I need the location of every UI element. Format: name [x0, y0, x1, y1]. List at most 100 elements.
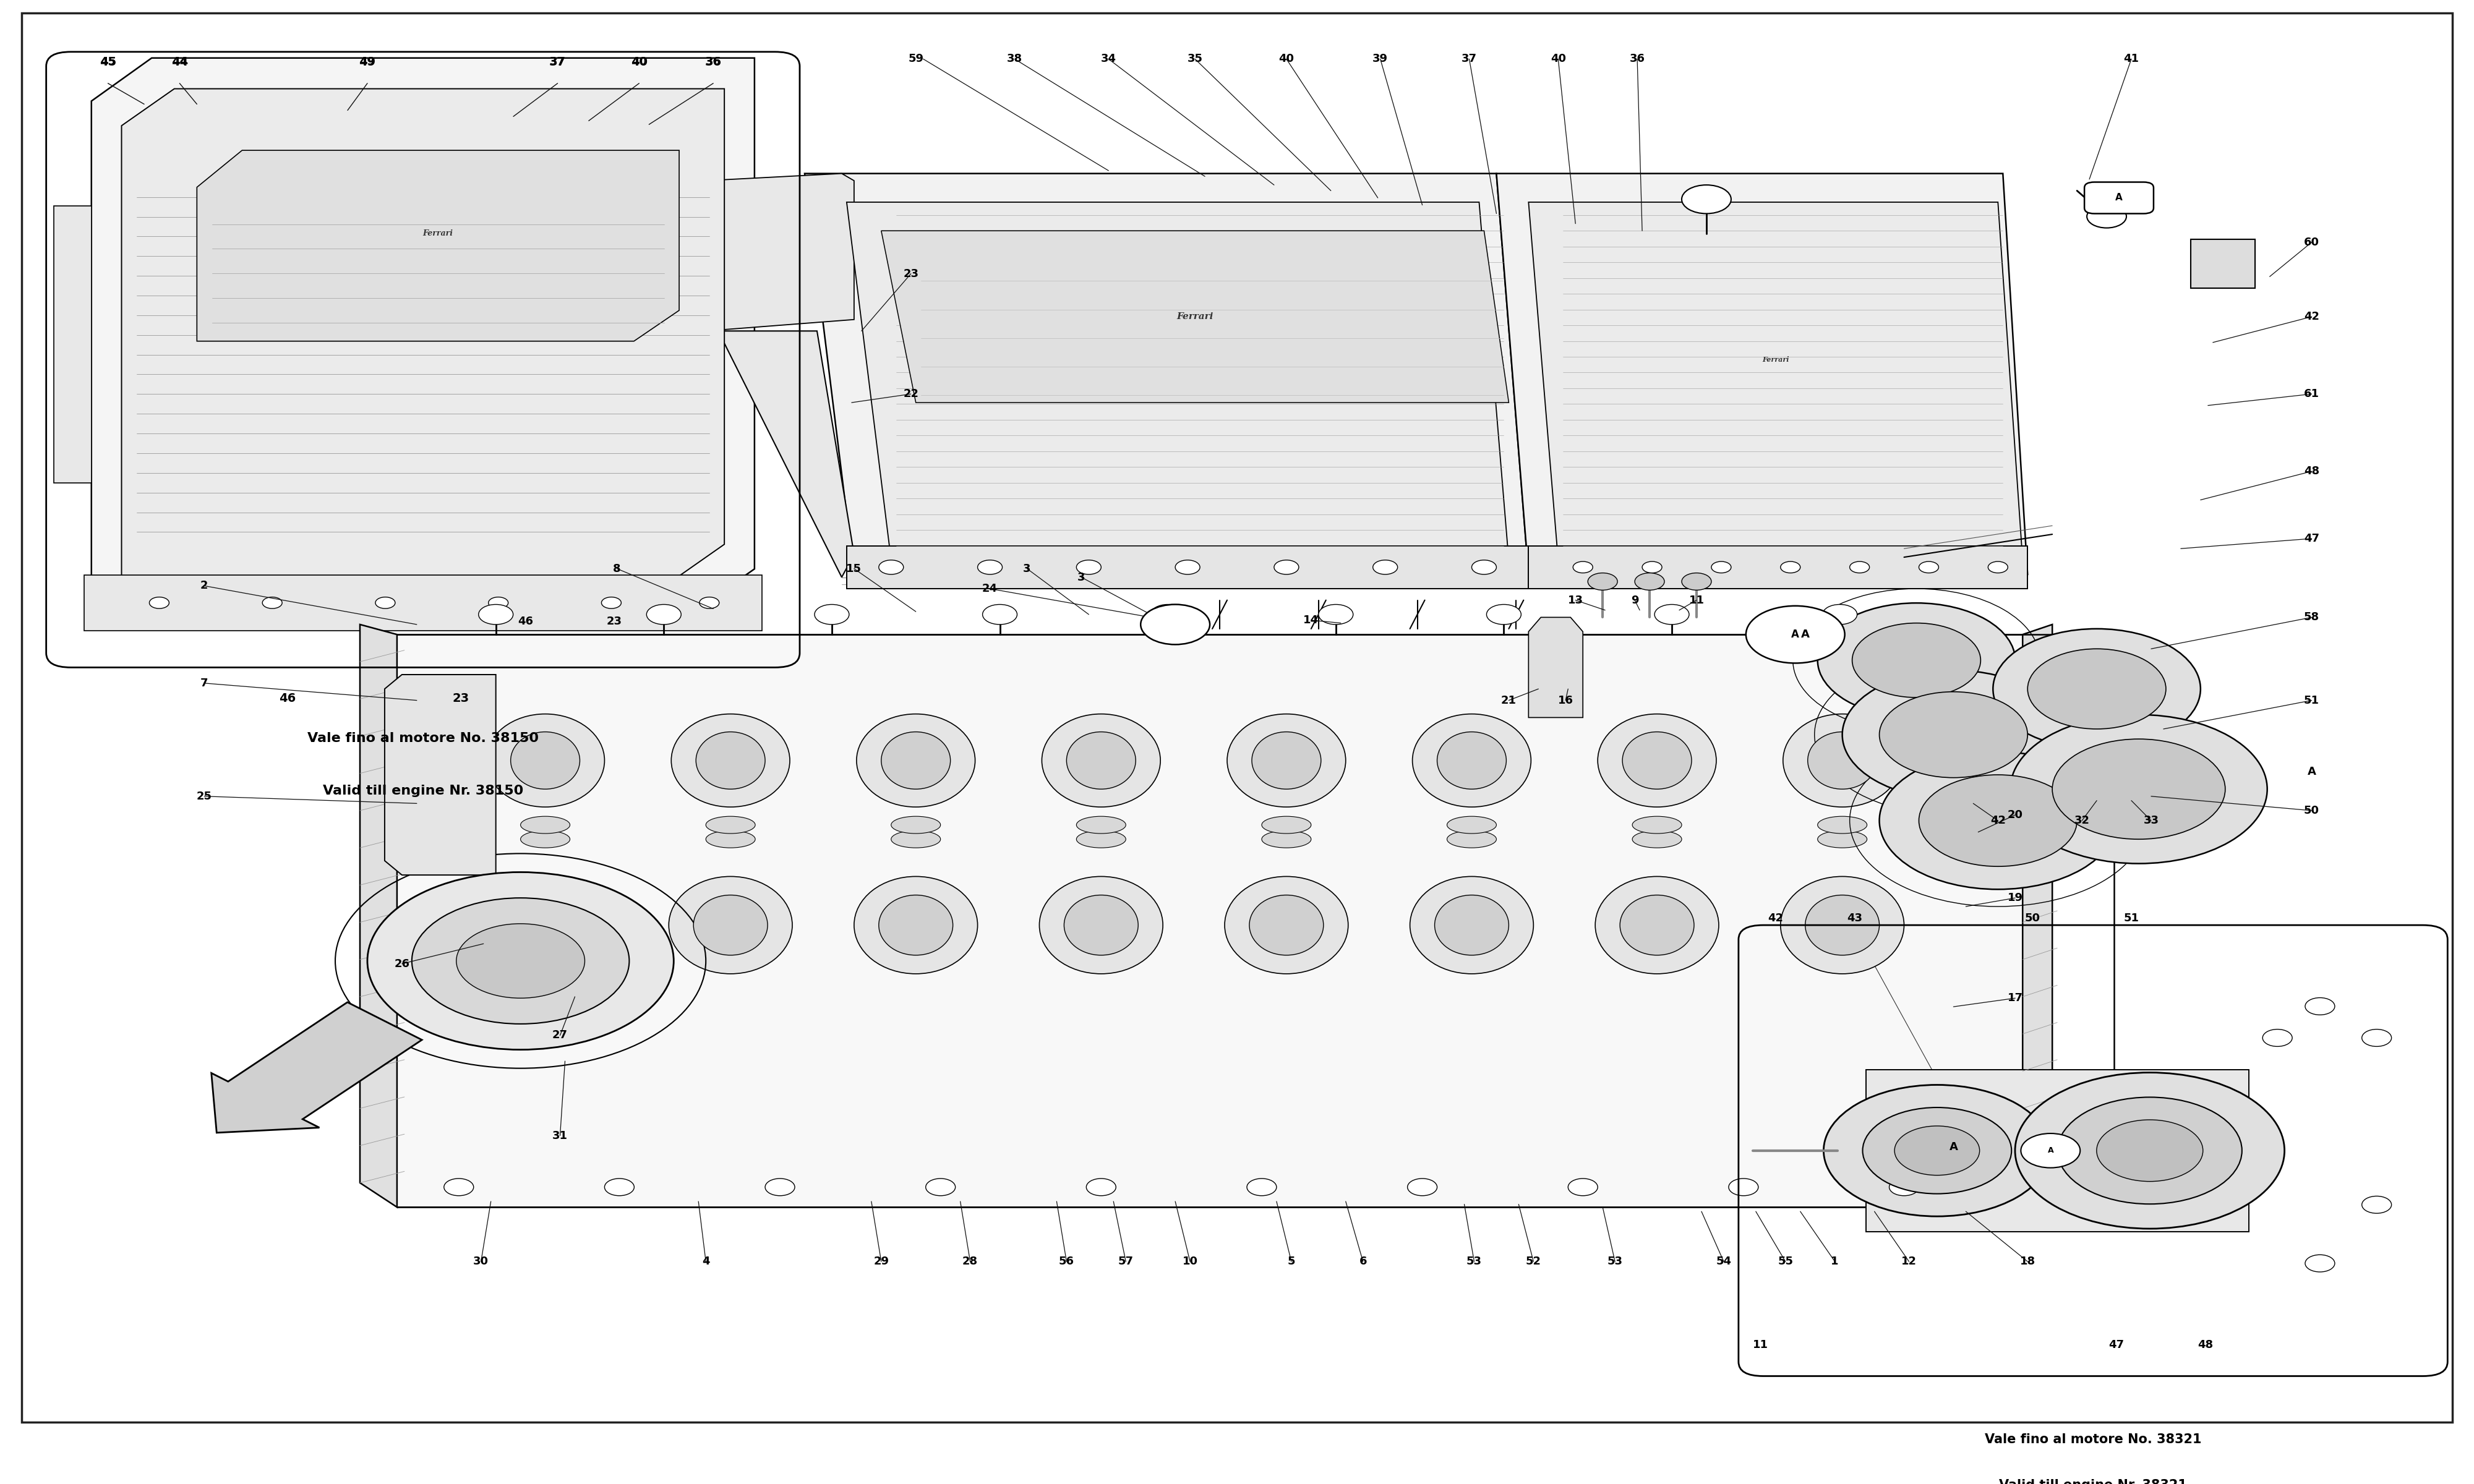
Text: A: A: [2308, 766, 2316, 778]
Circle shape: [1569, 1178, 1598, 1196]
Circle shape: [1682, 186, 1732, 214]
Circle shape: [2363, 1030, 2392, 1046]
Ellipse shape: [1066, 732, 1136, 789]
Circle shape: [1487, 604, 1522, 625]
Text: 44: 44: [171, 56, 188, 68]
Circle shape: [1920, 775, 2078, 867]
Text: 45: 45: [99, 56, 116, 68]
Text: 57: 57: [1118, 1255, 1133, 1267]
Ellipse shape: [1784, 714, 1903, 807]
Circle shape: [1141, 604, 1210, 644]
Text: 26: 26: [393, 959, 411, 969]
Text: 40: 40: [631, 56, 648, 68]
Circle shape: [1994, 629, 2199, 749]
Ellipse shape: [1620, 895, 1695, 956]
Text: 58: 58: [2303, 611, 2321, 623]
Text: 3: 3: [1079, 571, 1086, 583]
Circle shape: [2058, 1097, 2241, 1204]
Circle shape: [2306, 997, 2335, 1015]
Text: 17: 17: [2006, 993, 2024, 1003]
Ellipse shape: [1076, 816, 1126, 834]
Circle shape: [601, 597, 621, 608]
Text: 36: 36: [1630, 53, 1645, 64]
Polygon shape: [1497, 174, 2029, 574]
Circle shape: [1781, 561, 1801, 573]
Text: 33: 33: [2142, 815, 2160, 827]
Text: 53: 53: [1608, 1255, 1623, 1267]
Text: 3: 3: [1024, 562, 1032, 574]
Ellipse shape: [1262, 831, 1311, 847]
Text: 24: 24: [982, 583, 997, 594]
Polygon shape: [846, 202, 1509, 559]
Polygon shape: [846, 546, 1529, 589]
Text: 30: 30: [473, 1255, 490, 1267]
Circle shape: [1373, 559, 1398, 574]
Ellipse shape: [705, 816, 755, 834]
Text: 38: 38: [1007, 53, 1022, 64]
Circle shape: [1895, 1126, 1979, 1175]
Circle shape: [1472, 559, 1497, 574]
Ellipse shape: [891, 831, 940, 847]
Text: 49: 49: [359, 56, 376, 68]
Circle shape: [376, 597, 396, 608]
Circle shape: [604, 1178, 633, 1196]
Ellipse shape: [1781, 877, 1905, 974]
Circle shape: [1818, 603, 2016, 718]
Ellipse shape: [1818, 816, 1868, 834]
Ellipse shape: [507, 895, 581, 956]
Text: Vale fino al motore No. 38150: Vale fino al motore No. 38150: [307, 732, 539, 743]
Polygon shape: [121, 89, 725, 582]
Text: 56: 56: [1059, 1255, 1074, 1267]
Text: 60: 60: [2303, 236, 2321, 248]
Circle shape: [1880, 692, 2029, 778]
Text: 52: 52: [1526, 1255, 1541, 1267]
Ellipse shape: [670, 714, 789, 807]
Ellipse shape: [1437, 732, 1507, 789]
Circle shape: [1920, 561, 1940, 573]
Text: 45: 45: [101, 56, 116, 67]
Text: 59: 59: [908, 53, 923, 64]
Ellipse shape: [1039, 877, 1163, 974]
Circle shape: [2029, 649, 2165, 729]
Text: 23: 23: [606, 616, 621, 628]
FancyArrow shape: [210, 1002, 423, 1132]
Ellipse shape: [1410, 877, 1534, 974]
Text: 44: 44: [171, 56, 188, 67]
Ellipse shape: [520, 831, 569, 847]
Text: 51: 51: [2303, 695, 2321, 706]
Circle shape: [2363, 1196, 2392, 1214]
Text: 13: 13: [1569, 595, 1583, 605]
Circle shape: [1890, 1178, 1920, 1196]
Ellipse shape: [1633, 816, 1682, 834]
Text: 41: 41: [2123, 53, 2140, 64]
Circle shape: [1863, 1107, 2011, 1193]
Ellipse shape: [891, 816, 940, 834]
Text: A: A: [1791, 629, 1799, 640]
Text: 10: 10: [1183, 1255, 1197, 1267]
Circle shape: [262, 597, 282, 608]
Circle shape: [1319, 604, 1353, 625]
Text: 35: 35: [1188, 53, 1202, 64]
Text: 36: 36: [705, 56, 722, 68]
Text: A: A: [2115, 193, 2123, 202]
Polygon shape: [383, 675, 495, 876]
Text: Ferrari: Ferrari: [1761, 356, 1789, 364]
Text: 61: 61: [2303, 389, 2321, 399]
Circle shape: [878, 559, 903, 574]
Polygon shape: [1529, 546, 2029, 589]
Text: 8: 8: [614, 562, 621, 574]
Ellipse shape: [1598, 714, 1717, 807]
Text: 31: 31: [552, 1129, 569, 1141]
Circle shape: [1729, 1178, 1759, 1196]
Circle shape: [1823, 604, 1858, 625]
Ellipse shape: [878, 895, 952, 956]
Ellipse shape: [1818, 831, 1868, 847]
Text: 37: 37: [1462, 53, 1477, 64]
Ellipse shape: [1225, 877, 1348, 974]
Text: 47: 47: [2108, 1339, 2125, 1350]
Text: 12: 12: [1900, 1255, 1917, 1267]
Circle shape: [2095, 1120, 2202, 1181]
Ellipse shape: [1076, 831, 1126, 847]
Circle shape: [1682, 573, 1712, 591]
Ellipse shape: [1435, 895, 1509, 956]
